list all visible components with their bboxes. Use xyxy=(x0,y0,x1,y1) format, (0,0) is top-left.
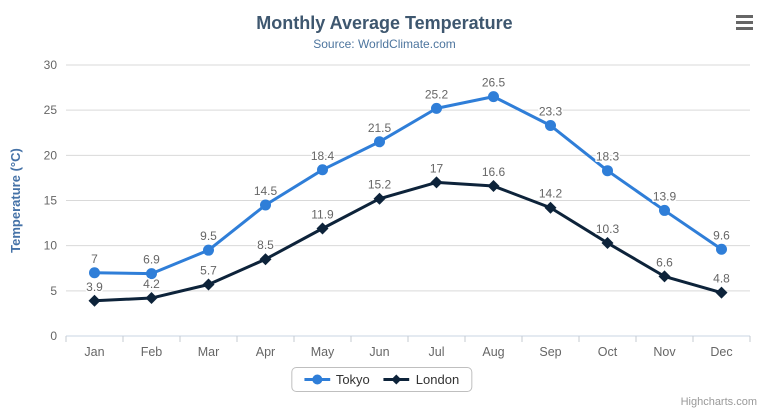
data-label-london: 5.7 xyxy=(200,264,217,278)
data-point-london[interactable] xyxy=(145,292,158,305)
data-point-tokyo[interactable] xyxy=(602,165,613,177)
data-point-tokyo[interactable] xyxy=(431,102,442,114)
data-label-london: 8.5 xyxy=(257,238,274,252)
data-label-london: 16.6 xyxy=(482,165,506,179)
y-axis-tick-label: 5 xyxy=(50,284,57,298)
legend-label-london: London xyxy=(415,372,460,387)
data-label-london: 3.9 xyxy=(86,280,103,294)
legend-item-london[interactable]: London xyxy=(383,372,460,387)
data-point-london[interactable] xyxy=(715,286,728,299)
data-label-tokyo: 21.5 xyxy=(368,121,392,135)
x-axis-tick-label: Jul xyxy=(429,345,445,359)
y-axis-tick-label: 25 xyxy=(44,103,58,117)
data-point-london[interactable] xyxy=(373,192,386,205)
data-point-tokyo[interactable] xyxy=(488,91,499,103)
data-point-tokyo[interactable] xyxy=(374,136,385,148)
legend-item-tokyo[interactable]: Tokyo xyxy=(303,372,370,387)
data-point-tokyo[interactable] xyxy=(659,204,670,216)
x-axis-tick-label: Sep xyxy=(539,345,561,359)
data-point-london[interactable] xyxy=(259,253,272,266)
chart-title: Monthly Average Temperature xyxy=(256,13,513,33)
data-label-london: 6.6 xyxy=(656,255,673,269)
data-point-tokyo[interactable] xyxy=(317,164,328,176)
y-axis-tick-label: 10 xyxy=(44,239,58,253)
x-axis-tick-label: Feb xyxy=(141,345,163,359)
x-axis-tick-label: Nov xyxy=(653,345,676,359)
data-point-london[interactable] xyxy=(601,236,614,249)
data-point-london[interactable] xyxy=(487,180,500,193)
data-point-london[interactable] xyxy=(430,176,443,189)
y-axis-title: Temperature (°C) xyxy=(8,148,23,253)
data-point-tokyo[interactable] xyxy=(89,267,100,279)
data-label-tokyo: 26.5 xyxy=(482,76,506,90)
legend: Tokyo London xyxy=(290,367,473,392)
data-label-tokyo: 9.6 xyxy=(713,228,730,242)
data-label-tokyo: 13.9 xyxy=(653,189,677,203)
data-label-london: 11.9 xyxy=(311,208,334,222)
data-point-tokyo[interactable] xyxy=(260,199,271,211)
data-label-london: 4.2 xyxy=(143,277,160,291)
data-label-london: 15.2 xyxy=(368,178,392,192)
y-axis-tick-label: 15 xyxy=(44,194,58,208)
hamburger-menu-icon xyxy=(735,26,753,30)
data-point-london[interactable] xyxy=(88,294,101,307)
data-label-london: 17 xyxy=(430,161,444,175)
y-axis-tick-label: 30 xyxy=(44,58,58,72)
x-axis-tick-label: Dec xyxy=(710,345,732,359)
data-point-tokyo[interactable] xyxy=(716,243,727,255)
hamburger-menu-icon xyxy=(735,20,753,24)
x-axis-tick-label: May xyxy=(311,345,335,359)
data-point-london[interactable] xyxy=(658,270,671,283)
hamburger-menu-icon xyxy=(735,14,753,18)
x-axis-tick-label: Apr xyxy=(256,345,275,359)
data-point-tokyo[interactable] xyxy=(545,120,556,132)
data-label-tokyo: 23.3 xyxy=(539,105,563,119)
x-axis-tick-label: Mar xyxy=(198,345,220,359)
legend-marker-tokyo-icon xyxy=(303,374,330,385)
data-label-london: 10.3 xyxy=(596,222,620,236)
data-label-london: 4.8 xyxy=(713,272,730,286)
x-axis-tick-label: Aug xyxy=(482,345,504,359)
y-axis-tick-label: 0 xyxy=(50,329,57,343)
data-label-tokyo: 7 xyxy=(91,252,98,266)
series-line-london xyxy=(93,180,723,303)
data-label-tokyo: 14.5 xyxy=(254,184,278,198)
x-axis-tick-label: Jun xyxy=(369,345,389,359)
legend-marker-london-icon xyxy=(383,374,410,385)
data-point-london[interactable] xyxy=(202,278,215,291)
data-label-tokyo: 25.2 xyxy=(425,87,449,101)
data-point-london[interactable] xyxy=(316,222,329,235)
data-label-london: 14.2 xyxy=(539,187,563,201)
data-point-tokyo[interactable] xyxy=(203,244,214,256)
data-label-tokyo: 18.3 xyxy=(596,150,620,164)
data-label-tokyo: 18.4 xyxy=(311,149,335,163)
chart-subtitle: Source: WorldClimate.com xyxy=(313,37,456,51)
credits-link[interactable]: Highcharts.com xyxy=(680,396,757,408)
data-label-tokyo: 9.5 xyxy=(200,229,217,243)
x-axis-tick-label: Oct xyxy=(598,345,618,359)
legend-label-tokyo: Tokyo xyxy=(335,372,370,387)
y-axis-tick-label: 20 xyxy=(44,148,58,162)
export-menu-button[interactable] xyxy=(732,11,756,33)
x-axis-tick-label: Jan xyxy=(84,345,104,359)
series-line-tokyo xyxy=(93,95,723,276)
data-point-tokyo[interactable] xyxy=(146,268,157,280)
data-label-tokyo: 6.9 xyxy=(143,253,160,267)
data-point-london[interactable] xyxy=(544,201,557,214)
